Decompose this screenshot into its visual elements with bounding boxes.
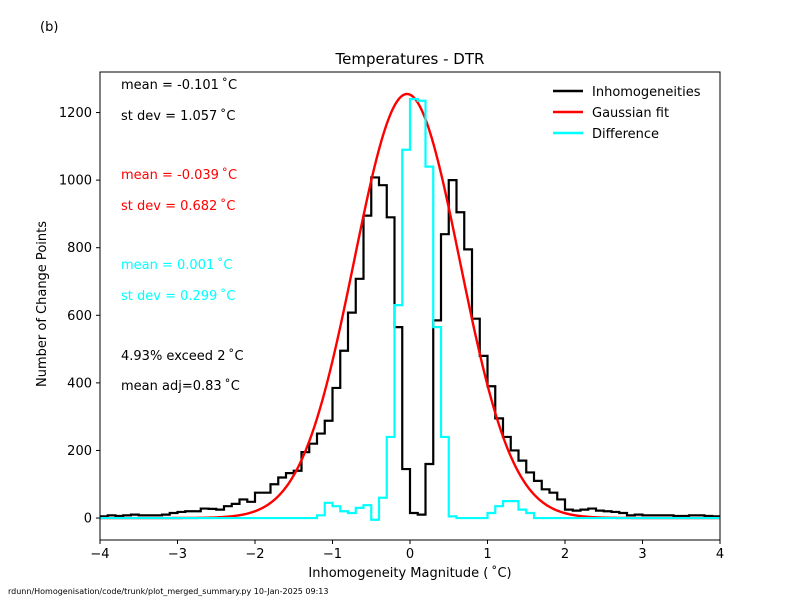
x-axis-ticks: −4 −3 −2 −1 0 1 2 3 4 — [90, 540, 724, 562]
y-tick-label: 600 — [67, 309, 92, 324]
x-tick-label: −4 — [90, 547, 109, 562]
x-tick-label: 1 — [483, 547, 491, 562]
y-axis-label: Number of Change Points — [35, 221, 50, 387]
legend-label-gaussian-fit: Gaussian fit — [592, 106, 669, 121]
series-gaussian-fit-line — [100, 92, 720, 520]
x-tick-label: −3 — [168, 547, 187, 562]
stat-annotation: st dev = 0.682 ˚C — [121, 198, 236, 214]
series-inhomogeneities-line — [100, 176, 720, 518]
stat-annotation: 4.93% exceed 2 ˚C — [121, 348, 244, 364]
y-tick-label: 200 — [67, 444, 92, 459]
y-tick-label: 0 — [84, 512, 92, 527]
x-tick-label: −1 — [323, 547, 342, 562]
legend-label-difference: Difference — [592, 127, 659, 142]
x-tick-label: 2 — [561, 547, 569, 562]
y-tick-label: 1200 — [59, 106, 92, 121]
chart-title: Temperatures - DTR — [335, 50, 485, 68]
y-tick-label: 400 — [67, 376, 92, 391]
series-difference-line — [100, 97, 720, 521]
x-tick-label: 0 — [406, 547, 414, 562]
x-tick-label: 3 — [638, 547, 646, 562]
x-axis-label: Inhomogeneity Magnitude ( ˚C) — [308, 565, 511, 581]
y-axis-ticks: 0 200 400 600 800 1000 1200 — [59, 106, 100, 527]
stats-annotations: mean = -0.101 ˚C st dev = 1.057 ˚C mean = … — [121, 77, 244, 394]
y-tick-label: 1000 — [59, 174, 92, 189]
legend: Inhomogeneities Gaussian fit Difference — [553, 85, 701, 142]
stat-annotation: mean adj=0.83 ˚C — [121, 378, 240, 394]
legend-label-inhomogeneities: Inhomogeneities — [592, 85, 701, 100]
footer-path: rdunn/Homogenisation/code/trunk/plot_mer… — [8, 587, 328, 596]
x-tick-label: 4 — [716, 547, 724, 562]
stat-annotation: st dev = 1.057 ˚C — [121, 108, 236, 124]
panel-label: (b) — [40, 20, 58, 35]
stat-annotation: mean = 0.001 ˚C — [121, 257, 232, 273]
stat-annotation: mean = -0.101 ˚C — [121, 77, 237, 93]
series-layer — [100, 92, 720, 521]
y-tick-label: 800 — [67, 241, 92, 256]
stat-annotation: mean = -0.039 ˚C — [121, 167, 237, 183]
stat-annotation: st dev = 0.299 ˚C — [121, 288, 236, 304]
x-tick-label: −2 — [245, 547, 264, 562]
